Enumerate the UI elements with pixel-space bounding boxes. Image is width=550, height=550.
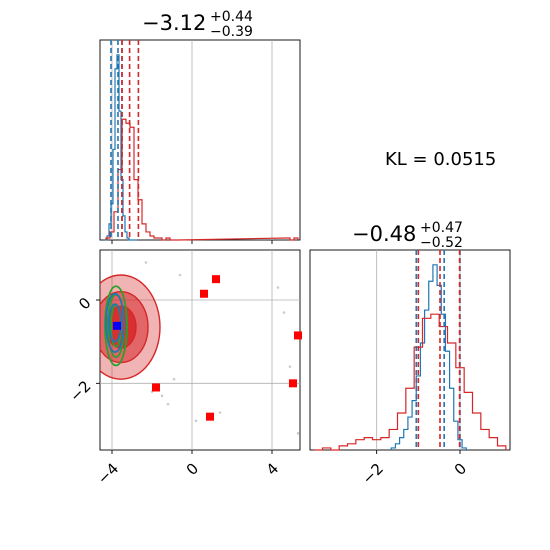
joint-scatter-point-1 — [166, 402, 170, 406]
joint-scatter-point-5 — [218, 411, 222, 414]
marginal-y-layer — [314, 250, 507, 454]
joint-sample-marker-4 — [152, 383, 160, 392]
kl-label: KL = 0.0515 — [385, 149, 496, 170]
joint-scatter-point-6 — [172, 377, 176, 381]
marginal-y-hist-model_b — [314, 313, 507, 451]
joint-xtick-label-1: 0 — [183, 460, 202, 479]
marginal-y-title-lower: −0.52 — [420, 235, 463, 251]
joint-scatter-point-0 — [178, 273, 182, 277]
joint-scatter-point-4 — [276, 286, 280, 289]
marginal-x-title-upper: +0.44 — [210, 9, 253, 25]
joint-contour-reference-level-0 — [104, 285, 128, 367]
joint-contours — [100, 274, 161, 380]
joint-sample-marker-3 — [289, 379, 297, 388]
joint-scatter-point-3 — [282, 311, 286, 314]
joint-sample-marker-2 — [294, 331, 302, 340]
marginal-x-title: −3.12 — [142, 11, 206, 35]
joint-layer — [96, 250, 302, 454]
marginal-y-xtick-label-0: −2 — [359, 460, 387, 488]
joint-xtick-label-2: 4 — [263, 460, 282, 479]
marginal-x-panel: −3.12 +0.44 −0.39 — [99, 9, 301, 244]
joint-sample-marker-5 — [206, 412, 214, 421]
marginal-y-title-upper: +0.47 — [420, 220, 463, 236]
marginal-x-hist-model_a — [105, 54, 137, 241]
marginal-y-panel: −0.48 +0.47 −0.52 — [309, 220, 511, 454]
joint-panel — [96, 249, 302, 454]
joint-scatter-point-8 — [296, 432, 300, 435]
marginal-x-hist-model_b — [105, 118, 299, 241]
marginal-y-xtick-label-1: 0 — [451, 460, 470, 479]
joint-scatter-point-11 — [288, 365, 292, 368]
joint-xtick-label-0: −4 — [94, 460, 122, 488]
joint-scatter-point-2 — [160, 394, 164, 398]
joint-contour-model_a-level-0 — [105, 292, 125, 353]
marginal-y-frame — [309, 249, 511, 451]
joint-ytick-label-0: −2 — [66, 377, 94, 405]
joint-scatter-point-9 — [194, 419, 198, 423]
joint-truth-marker-0 — [113, 321, 121, 330]
joint-sample-marker-1 — [200, 289, 208, 298]
joint-sample-marker-0 — [212, 275, 220, 284]
marginal-y-hist-model_a — [390, 264, 467, 450]
joint-ytick-label-1: 0 — [75, 294, 94, 313]
marginal-x-layer — [105, 40, 299, 244]
marginal-y-title: −0.48 — [352, 222, 416, 246]
marginal-x-title-lower: −0.39 — [210, 24, 253, 40]
joint-scatter-point-7 — [144, 261, 148, 264]
